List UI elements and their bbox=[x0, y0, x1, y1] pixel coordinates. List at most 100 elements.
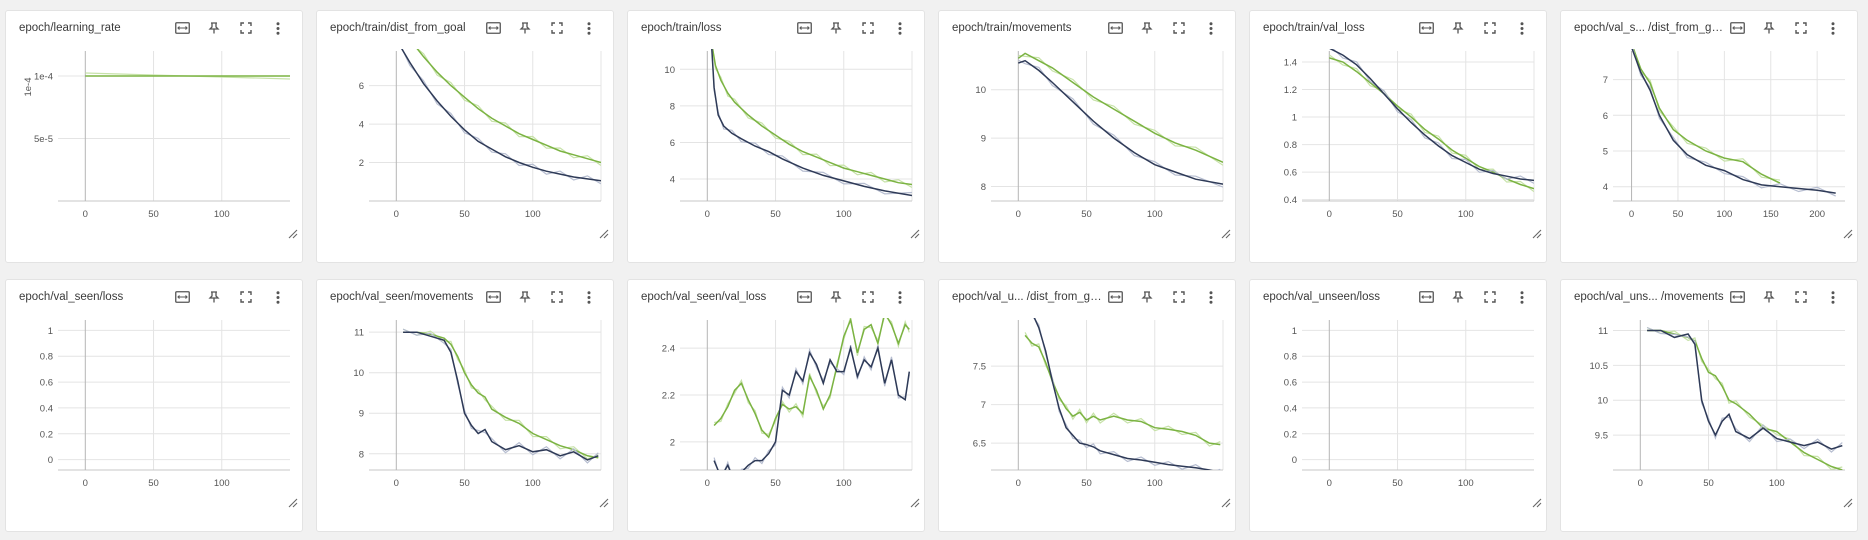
more-options-button[interactable] bbox=[573, 17, 605, 39]
fullscreen-icon bbox=[1795, 22, 1807, 34]
card-title: epoch/learning_rate bbox=[19, 22, 121, 34]
more-options-button[interactable] bbox=[1506, 286, 1538, 308]
fullscreen-button[interactable] bbox=[541, 17, 573, 39]
resize-handle-icon[interactable] bbox=[1532, 229, 1542, 239]
x-tick-label: 50 bbox=[770, 209, 781, 220]
series-line bbox=[1018, 59, 1223, 185]
y-tick-label: 0.8 bbox=[1284, 352, 1297, 363]
fullscreen-icon bbox=[862, 22, 874, 34]
pin-button[interactable] bbox=[1753, 286, 1785, 308]
more-vert-icon bbox=[1831, 21, 1835, 35]
fit-domain-button[interactable] bbox=[1410, 286, 1442, 308]
pin-button[interactable] bbox=[1131, 17, 1163, 39]
pin-button[interactable] bbox=[1442, 286, 1474, 308]
series-raw-line bbox=[416, 49, 601, 166]
series-raw-line bbox=[1033, 318, 1221, 470]
y-tick-label: 0.6 bbox=[1284, 378, 1297, 389]
series-group bbox=[1631, 49, 1836, 197]
fullscreen-button[interactable] bbox=[1474, 17, 1506, 39]
card-toolbar bbox=[477, 17, 605, 39]
x-tick-label: 100 bbox=[1458, 478, 1474, 489]
fullscreen-button[interactable] bbox=[1785, 17, 1817, 39]
y-tick-label: 0 bbox=[48, 455, 53, 466]
more-options-button[interactable] bbox=[1195, 286, 1227, 308]
fit-domain-button[interactable] bbox=[1721, 286, 1753, 308]
resize-handle-icon[interactable] bbox=[910, 229, 920, 239]
pin-button[interactable] bbox=[198, 17, 230, 39]
fit-domain-icon bbox=[174, 22, 190, 34]
resize-handle-icon[interactable] bbox=[288, 229, 298, 239]
resize-handle-icon[interactable] bbox=[1532, 498, 1542, 508]
y-tick-label: 1 bbox=[48, 326, 53, 337]
resize-handle-icon[interactable] bbox=[1843, 498, 1853, 508]
series-raw-line bbox=[1332, 49, 1534, 184]
pin-button[interactable] bbox=[1131, 286, 1163, 308]
fit-domain-button[interactable] bbox=[788, 17, 820, 39]
fullscreen-button[interactable] bbox=[1163, 286, 1195, 308]
chart-plot: 0 50 100 6.5 7 7.5 bbox=[973, 318, 1231, 508]
fit-domain-button[interactable] bbox=[477, 17, 509, 39]
fit-domain-button[interactable] bbox=[1721, 17, 1753, 39]
more-options-button[interactable] bbox=[1506, 17, 1538, 39]
fullscreen-button[interactable] bbox=[852, 17, 884, 39]
more-options-button[interactable] bbox=[1817, 286, 1849, 308]
resize-handle-icon[interactable] bbox=[288, 498, 298, 508]
pin-button[interactable] bbox=[1442, 17, 1474, 39]
fit-domain-button[interactable] bbox=[1099, 286, 1131, 308]
y-tick-label: 10 bbox=[664, 65, 675, 76]
fullscreen-button[interactable] bbox=[1474, 286, 1506, 308]
more-options-button[interactable] bbox=[573, 286, 605, 308]
fullscreen-button[interactable] bbox=[230, 286, 262, 308]
series-line bbox=[1631, 49, 1836, 194]
fullscreen-icon bbox=[240, 22, 252, 34]
more-options-button[interactable] bbox=[884, 17, 916, 39]
pin-button[interactable] bbox=[820, 17, 852, 39]
y-tick-label: 10 bbox=[353, 368, 364, 379]
more-options-button[interactable] bbox=[262, 17, 294, 39]
fit-domain-button[interactable] bbox=[1410, 17, 1442, 39]
fit-domain-button[interactable] bbox=[477, 286, 509, 308]
y-tick-label: 0.6 bbox=[40, 378, 53, 389]
fullscreen-button[interactable] bbox=[1163, 17, 1195, 39]
fullscreen-button[interactable] bbox=[852, 286, 884, 308]
series-group bbox=[1017, 52, 1223, 188]
card-toolbar bbox=[1099, 286, 1227, 308]
fullscreen-button[interactable] bbox=[541, 286, 573, 308]
y-tick-label: 10 bbox=[1597, 396, 1608, 407]
y-tick-label: 1e-4 bbox=[34, 72, 53, 83]
scalar-card: epoch/train/val_loss 0 50 100 0.4 0.6 0.8 1 1.2 1… bbox=[1249, 10, 1547, 263]
more-options-button[interactable] bbox=[884, 286, 916, 308]
pin-icon bbox=[1452, 291, 1464, 303]
chart-plot: 0 50 100 2 4 6 bbox=[359, 49, 609, 239]
fullscreen-button[interactable] bbox=[230, 17, 262, 39]
pin-icon bbox=[1141, 291, 1153, 303]
fit-domain-icon bbox=[485, 291, 501, 303]
more-options-button[interactable] bbox=[1817, 17, 1849, 39]
resize-handle-icon[interactable] bbox=[1221, 229, 1231, 239]
pin-button[interactable] bbox=[1753, 17, 1785, 39]
fit-domain-button[interactable] bbox=[788, 286, 820, 308]
resize-handle-icon[interactable] bbox=[1221, 498, 1231, 508]
resize-handle-icon[interactable] bbox=[599, 498, 609, 508]
x-tick-label: 50 bbox=[1392, 478, 1403, 489]
resize-handle-icon[interactable] bbox=[910, 498, 920, 508]
scalar-card: epoch/val_uns... /movements 0 50 100 9.5 10 10… bbox=[1560, 279, 1858, 532]
fit-domain-icon bbox=[796, 22, 812, 34]
pin-button[interactable] bbox=[509, 17, 541, 39]
card-title: epoch/val_seen/val_loss bbox=[641, 291, 767, 303]
pin-button[interactable] bbox=[198, 286, 230, 308]
fit-domain-icon bbox=[485, 22, 501, 34]
resize-handle-icon[interactable] bbox=[1843, 229, 1853, 239]
fit-domain-button[interactable] bbox=[166, 286, 198, 308]
fit-domain-button[interactable] bbox=[1099, 17, 1131, 39]
pin-button[interactable] bbox=[820, 286, 852, 308]
more-options-button[interactable] bbox=[262, 286, 294, 308]
fullscreen-button[interactable] bbox=[1785, 286, 1817, 308]
resize-handle-icon[interactable] bbox=[599, 229, 609, 239]
fit-domain-button[interactable] bbox=[166, 17, 198, 39]
pin-button[interactable] bbox=[509, 286, 541, 308]
x-tick-label: 150 bbox=[1763, 209, 1779, 220]
y-tick-label: 4 bbox=[359, 120, 364, 131]
more-options-button[interactable] bbox=[1195, 17, 1227, 39]
fit-domain-icon bbox=[1729, 22, 1745, 34]
